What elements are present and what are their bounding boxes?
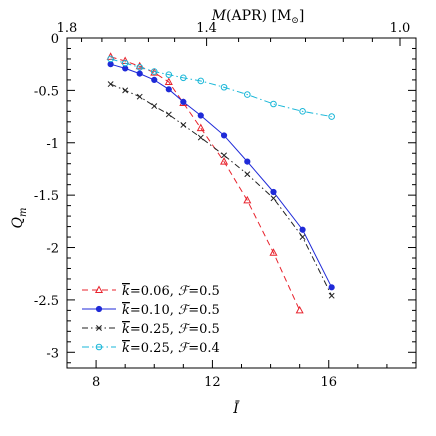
data-point xyxy=(151,103,158,110)
legend-item: k=0.25, ℱ=0.4 xyxy=(82,341,220,356)
legend: k=0.06, ℱ=0.5 k=0.10, ℱ=0.5 k=0.25, ℱ=0.5 k… xyxy=(82,284,220,356)
data-point xyxy=(221,152,228,159)
series-line xyxy=(110,56,301,311)
legend-label: k=0.25, ℱ=0.5 xyxy=(122,322,220,337)
series-3 xyxy=(107,81,335,299)
legend-item: k=0.10, ℱ=0.5 xyxy=(82,303,220,318)
data-point xyxy=(299,226,306,233)
data-point xyxy=(136,70,143,77)
x-tick-label: 8 xyxy=(92,375,100,390)
data-point xyxy=(180,74,187,82)
x-tick-label: 12 xyxy=(204,375,221,390)
y-tick-label: -2 xyxy=(46,242,59,257)
data-point xyxy=(299,234,306,241)
y-tick-label: -0.5 xyxy=(34,84,59,99)
data-point xyxy=(244,91,251,98)
series-line xyxy=(110,83,333,296)
data-point xyxy=(196,123,205,132)
data-point xyxy=(244,171,251,178)
data-point xyxy=(180,98,187,106)
x-axis-title: Ī xyxy=(232,399,240,417)
legend-label: k=0.06, ℱ=0.5 xyxy=(122,284,220,299)
data-point xyxy=(94,285,104,293)
data-point xyxy=(121,59,129,67)
series-2 xyxy=(107,61,335,291)
y-axis-title: Qm xyxy=(10,208,29,229)
y-tick-label: -1.5 xyxy=(34,189,59,204)
x-tick-label: 16 xyxy=(320,375,337,390)
data-point xyxy=(122,65,129,72)
data-point xyxy=(197,77,205,85)
data-point xyxy=(122,87,129,94)
data-point xyxy=(220,83,228,91)
series-line xyxy=(110,58,332,118)
data-point xyxy=(197,112,204,119)
data-point xyxy=(165,86,172,93)
series-layer xyxy=(106,52,335,314)
plot-frame xyxy=(66,37,417,369)
data-point xyxy=(180,121,187,128)
data-point xyxy=(136,93,143,100)
data-point xyxy=(150,68,158,75)
legend-item: k=0.06, ℱ=0.5 xyxy=(82,284,220,299)
legend-label: k=0.25, ℱ=0.4 xyxy=(122,341,220,356)
data-point xyxy=(107,55,114,63)
data-point xyxy=(95,305,103,313)
data-point xyxy=(328,292,335,299)
data-point xyxy=(270,195,277,202)
data-point xyxy=(243,195,252,204)
data-point xyxy=(220,132,228,139)
series-4 xyxy=(107,55,335,120)
data-point xyxy=(299,108,306,115)
axis-ticks: 8 12 16 0 -0.5 -1 -1.5 -2 -2.5 -3 1.8 1.4 1.0 xyxy=(34,21,417,390)
top-axis-title: M(APR) [M⊙] xyxy=(211,8,305,26)
data-point xyxy=(244,158,251,165)
data-point xyxy=(95,343,103,351)
y-tick-label: -1 xyxy=(46,137,59,152)
data-point xyxy=(270,188,277,196)
data-point xyxy=(269,248,278,256)
top-tick-label: 1.8 xyxy=(57,21,78,36)
data-point xyxy=(164,77,173,85)
legend-label: k=0.10, ℱ=0.5 xyxy=(122,303,220,318)
data-point xyxy=(136,64,144,71)
data-point xyxy=(151,76,158,84)
data-point xyxy=(328,113,335,120)
data-point xyxy=(135,61,144,70)
top-tick-label: 1.4 xyxy=(196,21,217,36)
data-point xyxy=(295,305,304,314)
data-point xyxy=(165,71,173,78)
data-point xyxy=(220,157,229,165)
y-tick-label: -2.5 xyxy=(34,294,59,309)
y-tick-label: -3 xyxy=(46,346,59,361)
data-point xyxy=(197,134,204,141)
top-tick-label: 1.0 xyxy=(390,21,411,36)
data-point xyxy=(165,111,172,118)
data-point xyxy=(96,325,102,331)
legend-item: k=0.25, ℱ=0.5 xyxy=(82,322,220,337)
data-point xyxy=(107,81,114,88)
y-tick-label: 0 xyxy=(51,32,59,47)
data-point xyxy=(107,61,114,68)
data-point xyxy=(328,284,335,291)
data-point xyxy=(270,100,277,108)
